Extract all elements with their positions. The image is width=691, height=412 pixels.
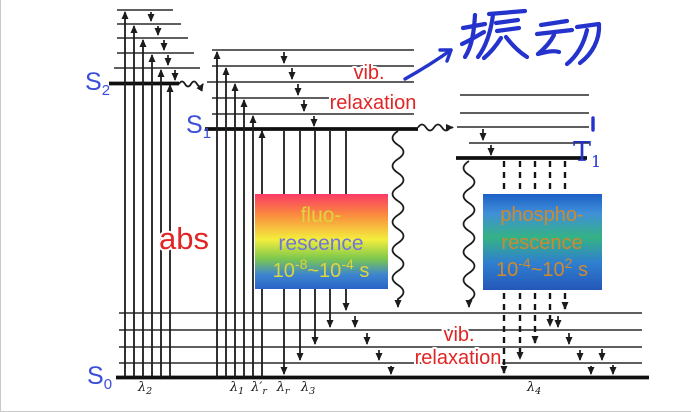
- abs-label: abs: [159, 221, 209, 256]
- vibration-handwriting: [459, 8, 602, 67]
- vib-relaxation-top-label: vib. relaxation: [328, 60, 419, 116]
- vib-top-line1: vib.: [353, 62, 384, 84]
- wavelength-label-lambda1: λ1: [229, 380, 244, 397]
- t1-vibrational-levels: [457, 94, 589, 144]
- absorption-arrows-to-s2: [121, 11, 174, 377]
- internal-conversion-wavy-s1-s0: [391, 130, 405, 308]
- vibrational-cascade-s2: [147, 12, 179, 81]
- t1-state-label: T1: [573, 137, 601, 171]
- vibrational-cascade-t1: [479, 129, 495, 156]
- s2-vibrational-levels: [114, 9, 200, 69]
- fluorescence-lifetime: 10-8~10-4 s: [273, 256, 370, 282]
- wavelength-label-lambda-r-prime: λ′r: [250, 380, 268, 397]
- s0-state-label: S0: [87, 362, 112, 393]
- vib-relaxation-bottom-label: vib. relaxation: [413, 322, 504, 371]
- vibrational-cascade-s1: [280, 52, 318, 127]
- s2-state-label: S2: [85, 68, 110, 99]
- vib-top-line2: relaxation: [330, 92, 417, 114]
- phosphorescence-label: phospho- rescence 10-4~102 s: [496, 204, 588, 281]
- fluorescence-line1: fluo-: [301, 204, 342, 227]
- fluorescence-box: [255, 194, 388, 289]
- phosphorescence-lifetime: 10-4~102 s: [496, 255, 588, 281]
- vib-bottom-line1: vib.: [443, 324, 474, 346]
- vibration-annotation-arrow: [403, 48, 453, 81]
- wavelength-label-lambda4: λ4: [526, 380, 541, 397]
- phosphorescence-line1: phospho-: [500, 204, 583, 226]
- phosphorescence-box: [483, 194, 602, 290]
- wavelength-label-lambda3: λ3: [300, 380, 315, 397]
- wavelength-labels: λ2 λ1 λ′r λr λ3 λ4: [137, 380, 541, 397]
- fluorescence-label: fluo- rescence 10-8~10-4 s: [273, 204, 370, 282]
- phosphorescence-line2: rescence: [501, 232, 582, 254]
- s0-vibrational-levels: [119, 312, 642, 364]
- wavelength-label-lambda-r: λr: [276, 380, 291, 397]
- vibrational-cascade-s0-after-fluorescence: [351, 316, 395, 375]
- wavelength-label-lambda2: λ2: [137, 380, 152, 397]
- vib-bottom-line2: relaxation: [415, 347, 502, 369]
- vibrational-cascade-s0-after-phosphorescence: [554, 316, 617, 375]
- s1-state-label: S1: [186, 111, 211, 142]
- s1-vibrational-levels: [207, 49, 414, 115]
- intersystem-crossing-wavy-s1-t1: [417, 123, 454, 132]
- fluorescence-line2: rescence: [278, 232, 363, 255]
- intersystem-crossing-wavy-t1-s0: [462, 160, 476, 308]
- internal-conversion-wavy-s2-s1: [178, 80, 204, 92]
